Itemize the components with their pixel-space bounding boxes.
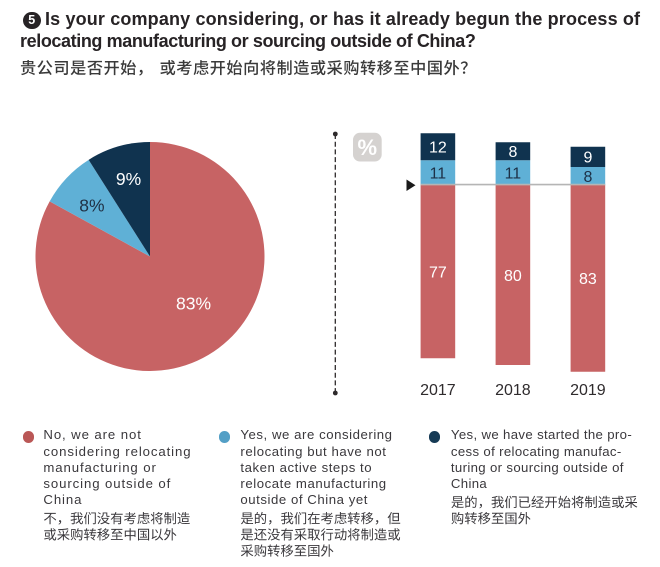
svg-text:%: %: [358, 135, 378, 160]
svg-text:80: 80: [504, 268, 522, 285]
svg-text:83: 83: [579, 271, 597, 288]
svg-text:83%: 83%: [176, 294, 211, 314]
svg-text:12: 12: [429, 140, 447, 157]
svg-text:11: 11: [430, 165, 447, 182]
svg-text:2018: 2018: [495, 382, 531, 399]
svg-text:9: 9: [583, 150, 592, 167]
svg-text:2017: 2017: [420, 382, 456, 399]
svg-text:8: 8: [583, 169, 592, 186]
svg-text:8%: 8%: [79, 196, 104, 216]
svg-text:77: 77: [429, 264, 447, 281]
svg-text:11: 11: [505, 165, 522, 182]
svg-text:8: 8: [508, 144, 517, 161]
svg-text:2019: 2019: [570, 382, 606, 399]
svg-text:9%: 9%: [116, 169, 141, 189]
